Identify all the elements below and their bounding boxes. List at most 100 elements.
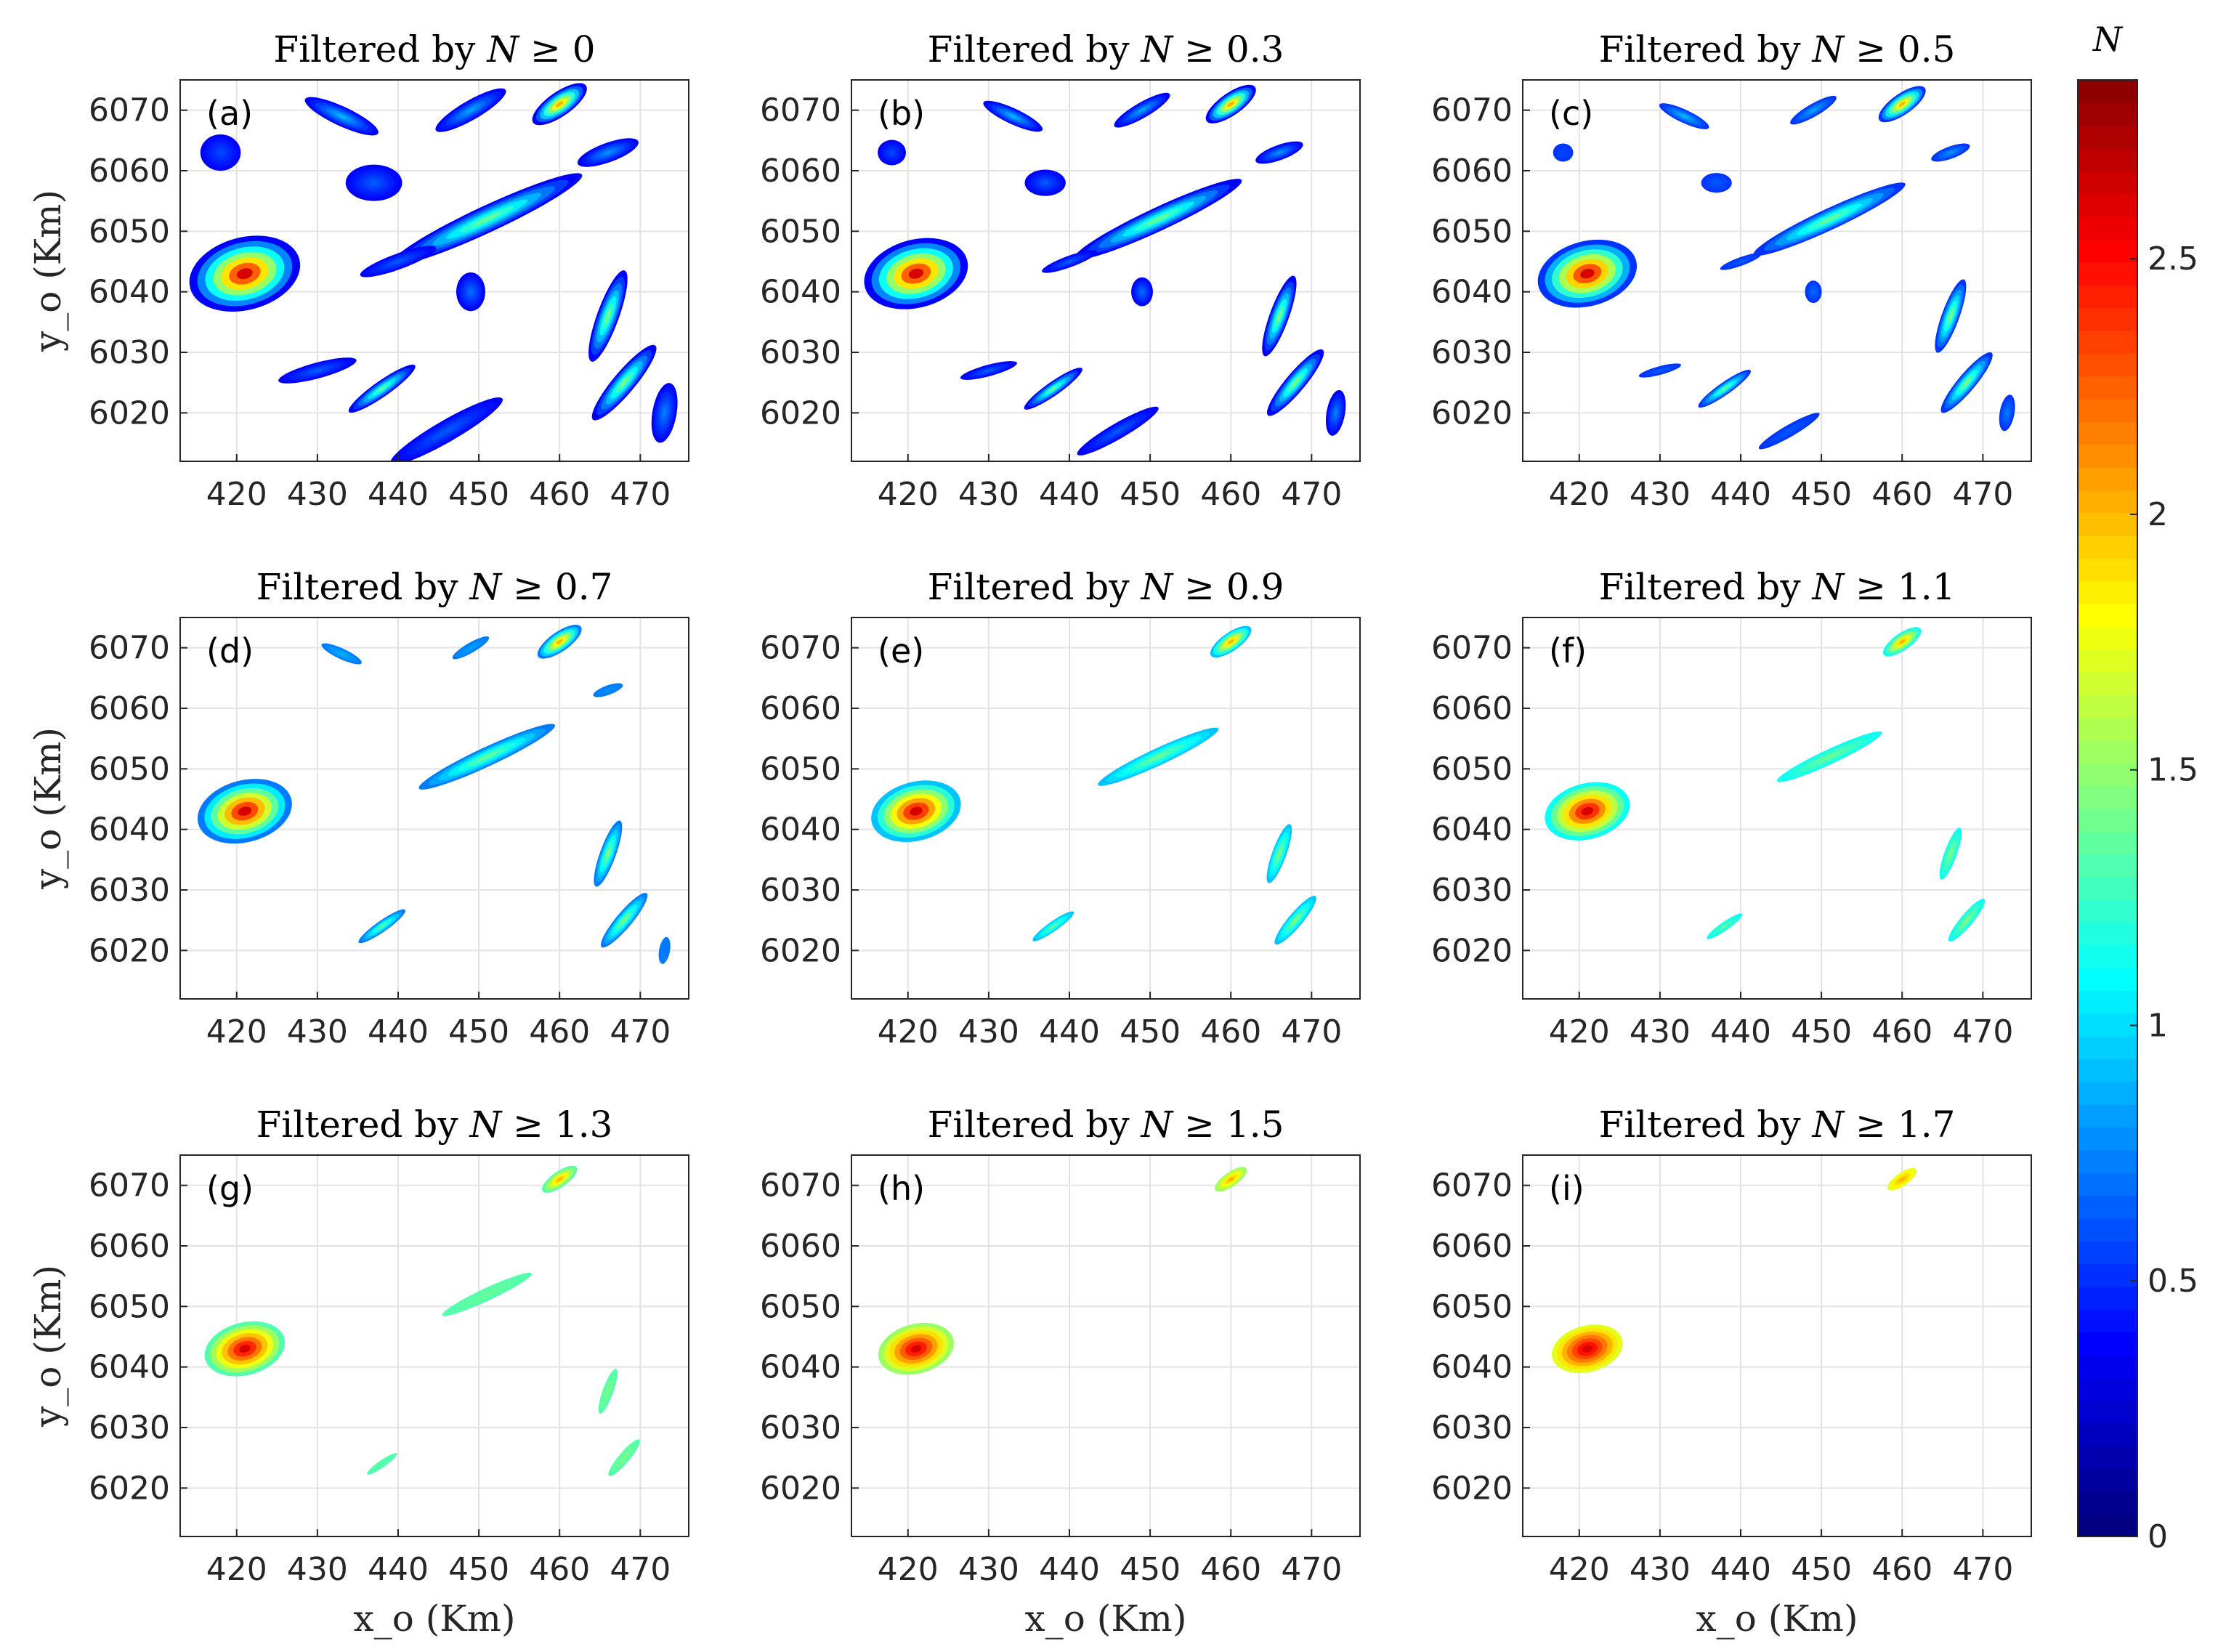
feature-east-band-upper-level	[605, 309, 611, 323]
feature-east-band-lower-level	[621, 1454, 627, 1461]
colorbar-step	[2078, 944, 2137, 968]
x-tick-label: 450	[448, 1551, 509, 1588]
x-tick-label: 440	[1039, 476, 1100, 513]
colorbar-step	[2078, 466, 2137, 490]
colorbar-step	[2078, 444, 2137, 468]
feature-east-band-lower-level	[620, 916, 628, 925]
y-tick-label: 6040	[89, 1349, 170, 1386]
y-tick-label: 6040	[89, 811, 170, 849]
feature-far-east-strip-level	[1334, 409, 1337, 416]
feature-north-patch-level	[339, 652, 345, 656]
feature-central-band-level	[480, 1291, 494, 1298]
colorbar-step	[2078, 1513, 2137, 1537]
x-tick-label: 470	[1281, 1013, 1342, 1050]
colorbar-step	[2078, 1468, 2137, 1492]
feature-west-dome-level	[910, 806, 923, 816]
axes-box	[179, 617, 689, 1000]
y-tick-label: 6070	[89, 92, 170, 129]
axes-box	[851, 1154, 1361, 1537]
feature-north-patch-level	[336, 113, 347, 119]
x-tick-label: 440	[1039, 1551, 1100, 1588]
y-tick-label: 6020	[760, 932, 841, 969]
panel-title: Filtered by N ≥ 1.1	[1599, 566, 1956, 608]
panel-title: Filtered by N ≥ 0.5	[1599, 28, 1956, 70]
y-axis-label: y_o (Km)	[27, 727, 69, 890]
colorbar-tick-label: 2.5	[2148, 240, 2198, 278]
panel-g: 420 430 440 450 460 470 6020 6030 6040 6050 6060 60…	[27, 1104, 689, 1640]
colorbar-step	[2078, 854, 2137, 878]
x-tick-label: 440	[1710, 1013, 1771, 1050]
x-tick-label: 470	[1281, 476, 1342, 513]
colorbar-step	[2078, 785, 2137, 809]
panel-i: 420 430 440 450 460 470 6020 6030 6040 6050 6060 60…	[1431, 1104, 2032, 1640]
feature-north-patch-level	[1008, 113, 1018, 119]
x-tick-label: 460	[529, 1013, 590, 1050]
colorbar-step	[2078, 535, 2137, 559]
colorbar-step	[2078, 1149, 2137, 1173]
x-tick-label: 430	[1630, 476, 1691, 513]
colorbar-step	[2078, 1332, 2137, 1356]
heatmap-features	[1545, 627, 1986, 942]
feature-north-patch-level	[1680, 114, 1688, 118]
feature-center-blob-level	[1812, 290, 1815, 293]
colorbar-tick-label: 0.5	[2148, 1263, 2198, 1300]
x-tick-label: 470	[1952, 476, 2013, 513]
heatmap-features	[197, 624, 671, 964]
y-tick-label: 6050	[760, 213, 841, 250]
colorbar-step	[2078, 899, 2137, 923]
colorbar-step	[2078, 557, 2137, 582]
colorbar-step	[2078, 352, 2137, 377]
feature-mid-blob-level	[392, 259, 404, 264]
feature-west-dome-level	[1581, 806, 1594, 816]
x-axis-label: x_o (Km)	[1696, 1598, 1858, 1640]
heatmap-features	[878, 1167, 1247, 1375]
colorbar-step	[2078, 307, 2137, 331]
y-tick-label: 6050	[760, 1288, 841, 1325]
y-axis-label: y_o (Km)	[27, 190, 69, 352]
y-tick-label: 6030	[760, 334, 841, 371]
y-tick-label: 6070	[760, 92, 841, 129]
y-tick-label: 6070	[760, 1167, 841, 1204]
panel-title: Filtered by N ≥ 1.7	[1599, 1104, 1956, 1146]
colorbar-step	[2078, 421, 2137, 445]
y-tick-label: 6050	[1431, 1288, 1513, 1325]
colorbar-step	[2078, 330, 2137, 354]
colorbar-step	[2078, 1013, 2137, 1037]
feature-west-upper-blob-level	[1561, 151, 1565, 154]
colorbar-step	[2078, 762, 2137, 787]
x-tick-label: 460	[1200, 1013, 1261, 1050]
feature-far-east-strip-level	[663, 948, 666, 952]
feature-south-spur-level	[1720, 386, 1729, 392]
y-tick-label: 6040	[760, 274, 841, 311]
x-tick-label: 440	[368, 476, 429, 513]
x-tick-label: 450	[1120, 1013, 1181, 1050]
y-tick-label: 6030	[1431, 334, 1513, 371]
y-tick-label: 6060	[1431, 1228, 1513, 1265]
x-tick-label: 440	[1039, 1013, 1100, 1050]
feature-east-band-lower-level	[1964, 917, 1970, 924]
y-tick-label: 6050	[89, 1288, 170, 1325]
axes-box	[1522, 79, 2032, 462]
colorbar-step	[2078, 1377, 2137, 1401]
y-tick-label: 6040	[1431, 1349, 1513, 1386]
colorbar-step	[2078, 1195, 2137, 1219]
colorbar-step	[2078, 284, 2137, 309]
panel-f: 420 430 440 450 460 470 6020 6030 6040 6050 6060 60…	[1431, 566, 2032, 1050]
x-tick-label: 450	[1120, 1551, 1181, 1588]
y-tick-label: 6040	[760, 1349, 841, 1386]
feature-south-band-level	[438, 426, 455, 436]
colorbar-step	[2078, 80, 2137, 104]
y-tick-label: 6070	[89, 1167, 170, 1204]
x-tick-label: 420	[1549, 1013, 1610, 1050]
feature-south-band-level	[1784, 428, 1794, 434]
panel-tag: (e)	[878, 631, 924, 671]
feature-mid-blob-level	[1065, 259, 1074, 264]
feature-north-ridge-level	[555, 101, 564, 108]
colorbar-step	[2078, 603, 2137, 627]
x-tick-label: 450	[448, 1013, 509, 1050]
y-tick-label: 6060	[89, 1228, 170, 1265]
y-tick-label: 6070	[760, 630, 841, 667]
panel-title: Filtered by N ≥ 0.7	[256, 566, 613, 608]
y-tick-label: 6030	[760, 1409, 841, 1446]
y-tick-label: 6020	[760, 1470, 841, 1507]
